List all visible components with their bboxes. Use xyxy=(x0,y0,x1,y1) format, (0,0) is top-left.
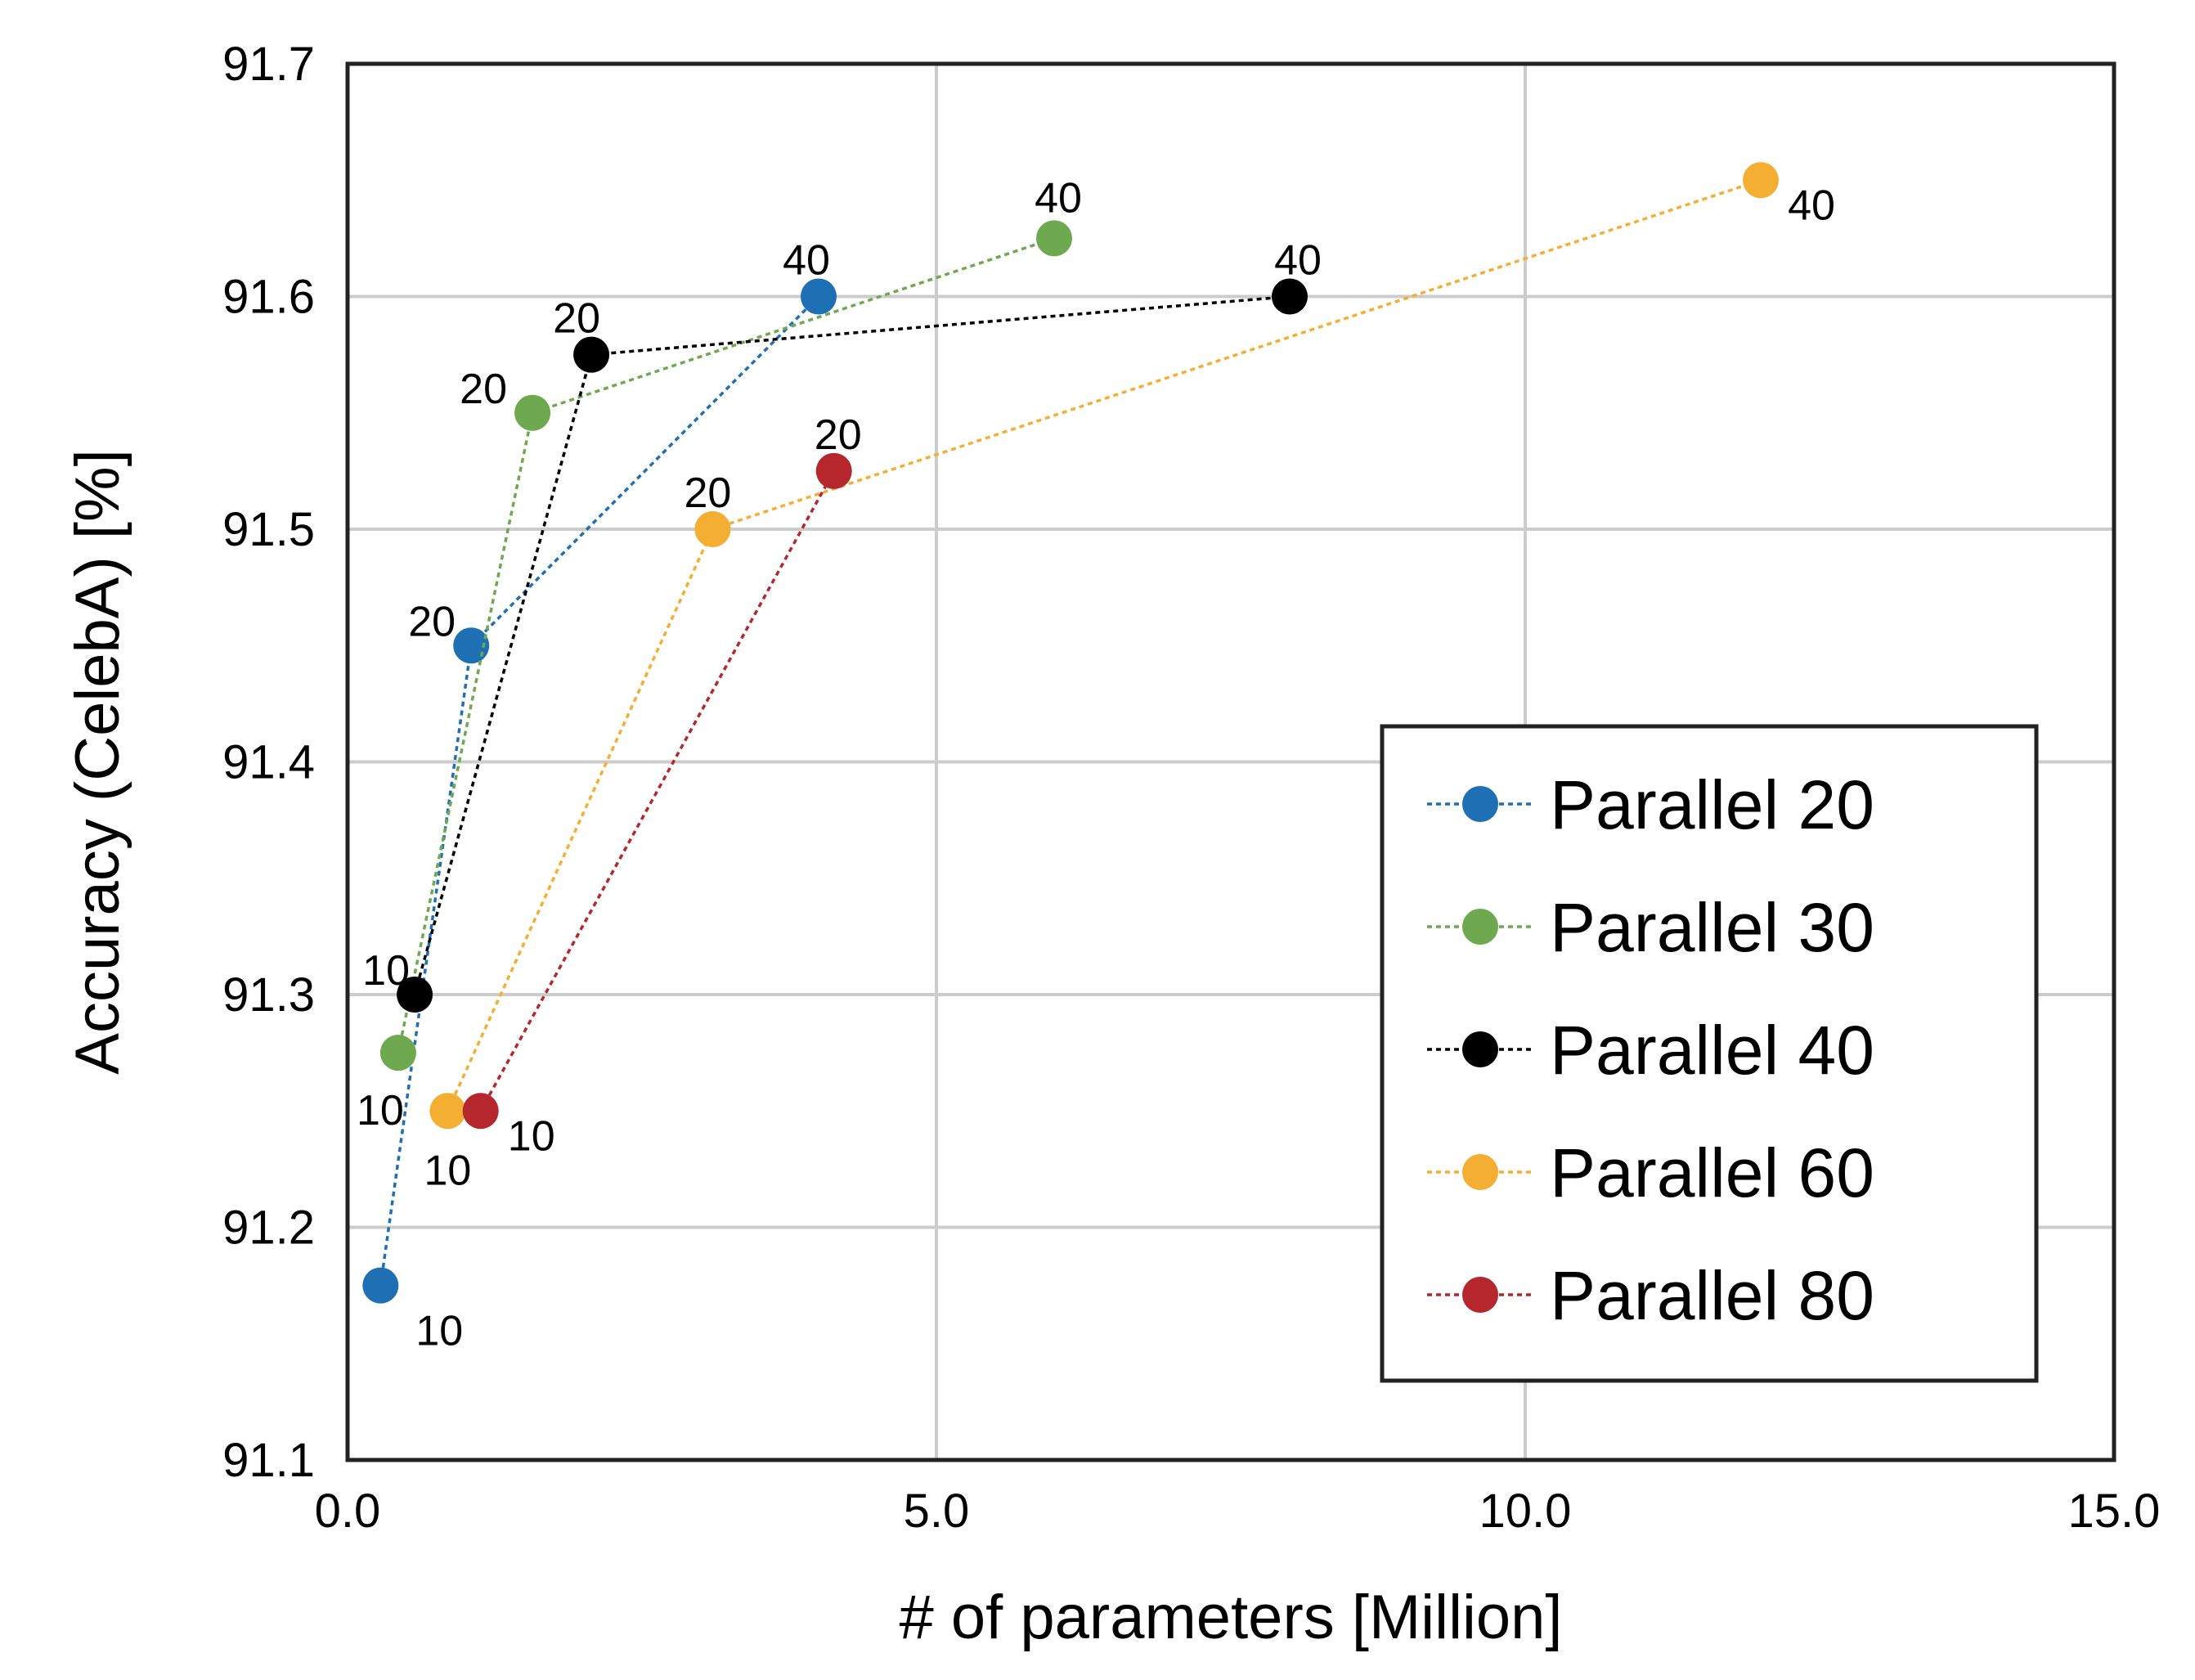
point-label: 40 xyxy=(1788,182,1835,229)
point-label: 20 xyxy=(684,469,731,517)
y-tick-label: 91.7 xyxy=(222,38,315,91)
y-tick-label: 91.6 xyxy=(222,271,315,324)
series-line xyxy=(379,295,820,1286)
data-point xyxy=(1743,162,1779,199)
legend-marker xyxy=(1462,786,1498,822)
legend-label: Parallel 20 xyxy=(1550,766,1874,843)
point-label: 40 xyxy=(1035,174,1082,222)
data-point xyxy=(694,511,731,547)
series-parallel-60: 10 20 40 xyxy=(424,162,1835,1194)
plot-frame xyxy=(345,61,2116,1462)
data-point xyxy=(1036,220,1072,257)
legend-item: Parallel 30 xyxy=(1427,889,1874,966)
legend-marker xyxy=(1462,1277,1498,1313)
legend-label: Parallel 80 xyxy=(1550,1257,1874,1334)
series-parallel-40: 10 20 40 xyxy=(362,237,1322,1013)
data-point xyxy=(362,1267,399,1304)
series-line xyxy=(479,470,836,1112)
legend-marker xyxy=(1462,1154,1498,1190)
point-label: 20 xyxy=(815,411,862,459)
x-tick-label: 5.0 xyxy=(904,1485,970,1538)
point-label: 10 xyxy=(424,1147,471,1194)
point-label: 10 xyxy=(357,1087,404,1134)
y-tick-label: 91.5 xyxy=(222,503,315,556)
data-point xyxy=(514,394,551,431)
point-label: 10 xyxy=(508,1112,555,1160)
x-axis-title: # of parameters [Million] xyxy=(900,1583,1563,1652)
legend-marker xyxy=(1462,1031,1498,1067)
data-point xyxy=(815,452,852,489)
x-tick-label: 10.0 xyxy=(1479,1485,1572,1538)
y-axis-title: Accuracy (CelebA) [%] xyxy=(63,449,132,1074)
legend-item: Parallel 20 xyxy=(1427,766,1874,843)
series-parallel-20: 10 20 40 xyxy=(362,237,837,1355)
point-label: 40 xyxy=(783,237,830,285)
data-point xyxy=(801,278,837,315)
y-tick-label: 91.3 xyxy=(222,968,315,1022)
tick-labels: 0.0 5.0 10.0 15.0 91.1 91.2 91.3 91.4 91.5 91.6 91… xyxy=(222,38,2160,1538)
point-label: 40 xyxy=(1274,237,1322,285)
y-tick-label: 91.4 xyxy=(222,736,315,789)
series-parallel-80: 10 20 xyxy=(462,411,862,1160)
series-line xyxy=(397,236,1055,1053)
data-point xyxy=(573,336,610,373)
legend-label: Parallel 60 xyxy=(1550,1134,1874,1211)
data-point xyxy=(1272,278,1308,315)
y-tick-label: 91.2 xyxy=(222,1202,315,1255)
legend-label: Parallel 40 xyxy=(1550,1012,1874,1089)
legend-item: Parallel 60 xyxy=(1427,1134,1874,1211)
series-layer: 10 20 40 10 20 40 10 20 40 10 20 40 10 20 xyxy=(357,162,1835,1355)
legend: Parallel 20 Parallel 30 Parallel 40 Paralle… xyxy=(1380,724,2039,1383)
data-point xyxy=(453,627,490,664)
legend-label: Parallel 30 xyxy=(1550,889,1874,966)
x-tick-label: 15.0 xyxy=(2068,1485,2161,1538)
legend-item: Parallel 40 xyxy=(1427,1012,1874,1089)
data-point xyxy=(397,977,433,1013)
point-label: 20 xyxy=(408,598,456,645)
legend-marker xyxy=(1462,909,1498,945)
data-point xyxy=(429,1093,466,1130)
data-point xyxy=(379,1035,416,1071)
point-label: 20 xyxy=(553,295,600,343)
series-parallel-30: 10 20 40 xyxy=(357,174,1082,1134)
point-label: 10 xyxy=(362,947,410,995)
data-point xyxy=(462,1093,499,1130)
point-label: 10 xyxy=(415,1308,463,1355)
y-tick-label: 91.1 xyxy=(222,1434,315,1487)
x-tick-label: 0.0 xyxy=(315,1485,381,1538)
point-label: 20 xyxy=(460,366,507,413)
legend-item: Parallel 80 xyxy=(1427,1257,1874,1334)
